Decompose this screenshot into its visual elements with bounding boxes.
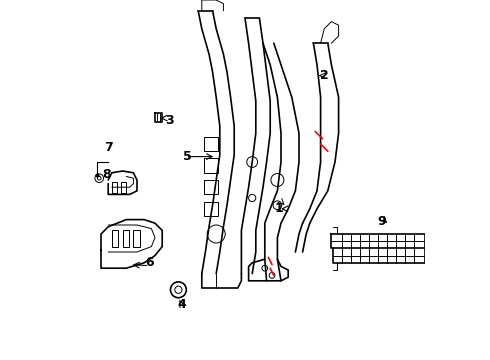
Text: 1: 1: [275, 202, 284, 215]
Text: 6: 6: [146, 256, 154, 269]
Bar: [204, 202, 218, 216]
Text: 4: 4: [178, 298, 186, 311]
Text: 5: 5: [183, 150, 192, 163]
Bar: [204, 180, 218, 194]
Bar: [204, 158, 218, 173]
Text: 2: 2: [320, 69, 329, 82]
Text: 8: 8: [102, 168, 111, 181]
Bar: [112, 230, 118, 247]
Bar: [121, 182, 126, 193]
Text: 9: 9: [377, 215, 386, 228]
Text: 7: 7: [104, 141, 113, 154]
Bar: [133, 230, 140, 247]
Bar: [122, 230, 129, 247]
Text: 3: 3: [165, 114, 174, 127]
Bar: [112, 182, 117, 193]
Bar: [204, 137, 218, 151]
